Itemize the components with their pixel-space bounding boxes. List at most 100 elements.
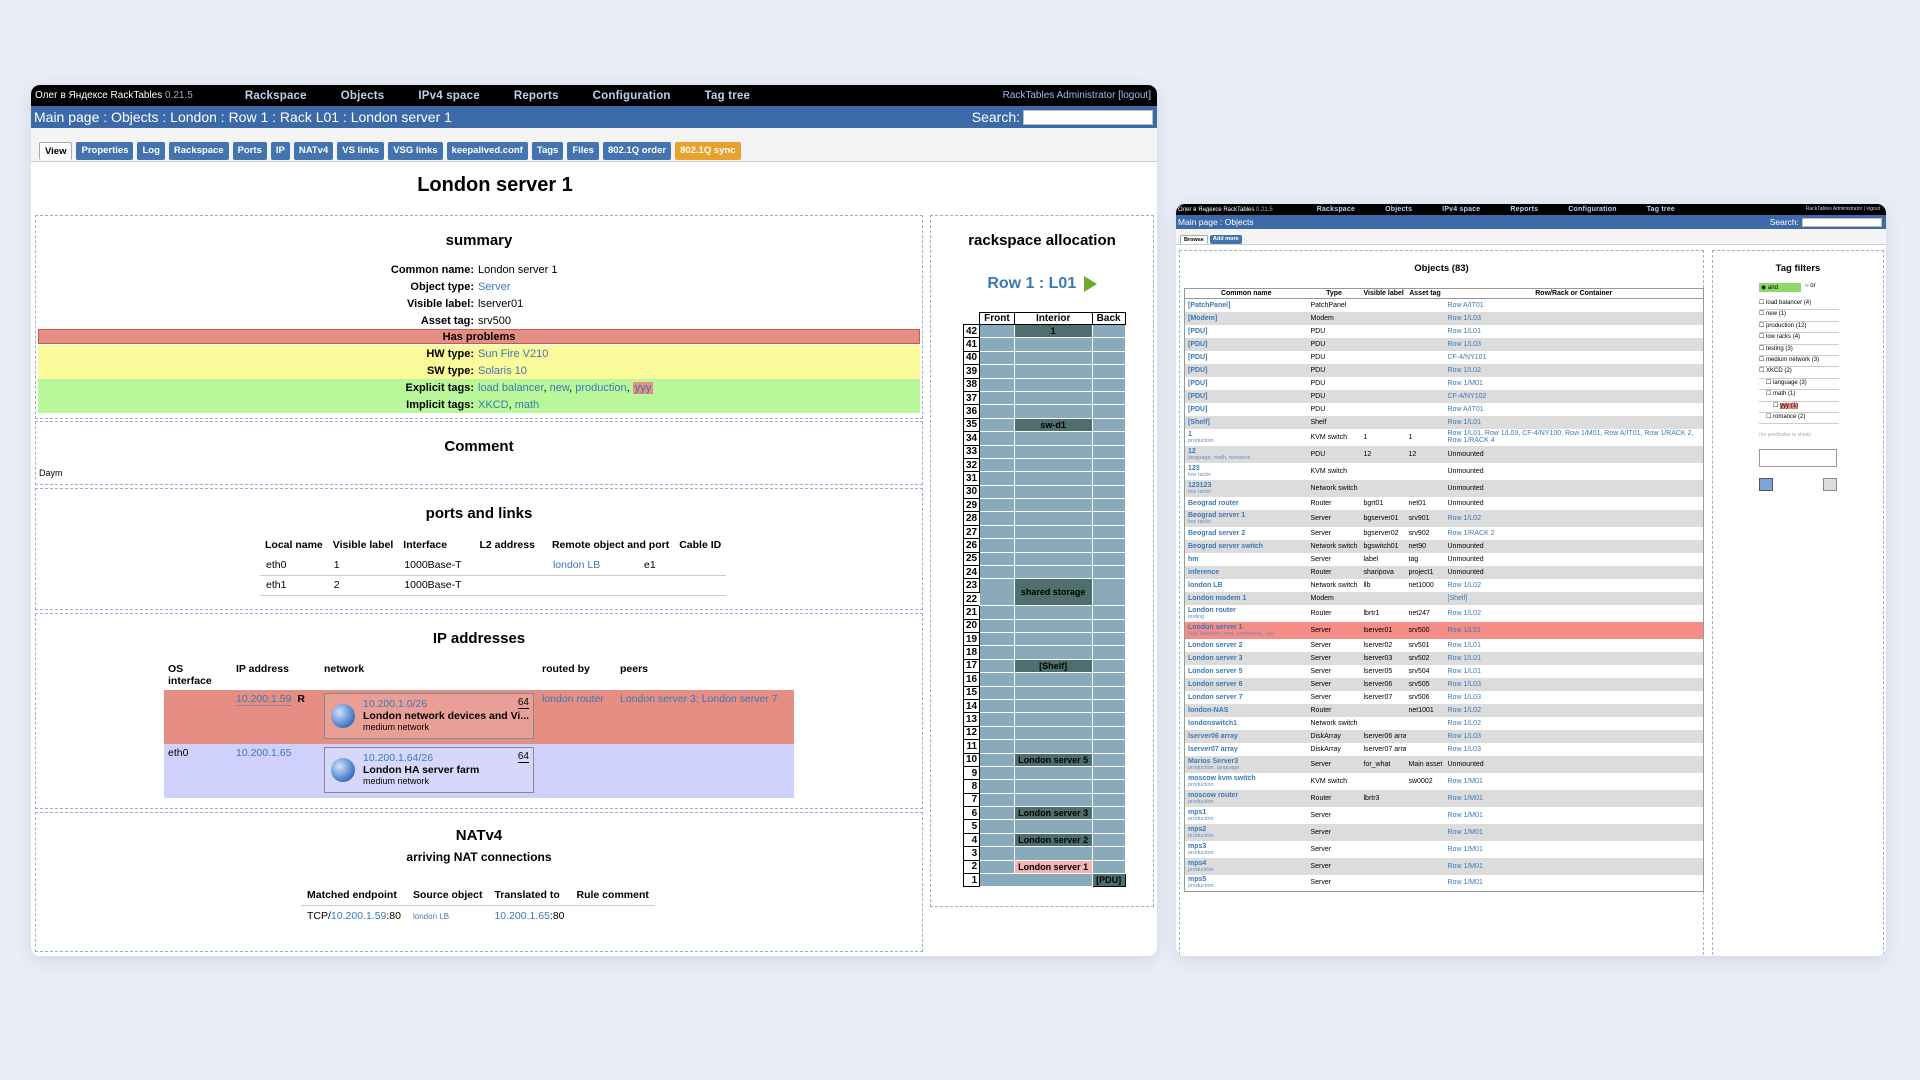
checkbox-icon[interactable]: ☐	[1773, 402, 1781, 409]
object-link[interactable]: London server 7	[1188, 693, 1243, 701]
rack-link[interactable]: Row 1/L02	[1447, 581, 1481, 589]
rack-device-pdu[interactable]: [PDU]	[1091, 873, 1126, 888]
rack-device[interactable]: London server 2	[1013, 832, 1093, 848]
object-link[interactable]: London server 1	[1188, 623, 1243, 631]
tab-ip[interactable]: IP	[270, 142, 290, 160]
breadcrumb-text[interactable]: Main page : Objects : London : Row 1 : R…	[34, 109, 452, 125]
rack-link[interactable]: Row 1/L01	[1447, 626, 1481, 634]
object-link[interactable]: mps3	[1188, 842, 1207, 850]
object-row[interactable]: London router testing Router lbrtr1 net247 Ro…	[1184, 604, 1704, 622]
rack-link[interactable]: Row 1/M01	[1447, 379, 1483, 387]
object-row[interactable]: London modem 1 Modem [Shelf]	[1184, 591, 1704, 605]
object-link[interactable]: hm	[1188, 555, 1199, 563]
object-row[interactable]: lserver07 array DiskArray lserver07 array R…	[1184, 742, 1704, 756]
tag-filter-item[interactable]: ☐ math (1)	[1759, 390, 1839, 402]
object-row[interactable]: [PDU] PDU CF-4/NY101	[1184, 350, 1704, 364]
app-brand[interactable]: Олег в Яндексе RackTables 0.21.5	[1178, 206, 1273, 213]
nat-source-link[interactable]: london LB	[413, 911, 450, 921]
object-row[interactable]: [PDU] PDU Row A/IT01	[1184, 402, 1704, 416]
object-row[interactable]: London server 7 Server lserver07 srv506 Row …	[1184, 690, 1704, 704]
object-link[interactable]: [Shelf]	[1188, 418, 1210, 426]
rack-link[interactable]: Row 1/L01, Row 1/L03, CF-4/NY100, Row 1/…	[1447, 430, 1694, 444]
tab-keepalived[interactable]: keepalived.conf	[446, 142, 528, 160]
object-link[interactable]: London server 2	[1188, 641, 1243, 649]
peers-link[interactable]: London server 3; London server 7	[620, 693, 778, 705]
object-row[interactable]: 1 production KVM switch 1 1 Row 1/L01, Row 1/…	[1184, 428, 1704, 446]
rack-link[interactable]: L01	[1048, 275, 1077, 292]
tab-tags[interactable]: Tags	[531, 142, 564, 160]
object-type-link[interactable]: Server	[478, 281, 511, 293]
tab-natv4[interactable]: NATv4	[293, 142, 334, 160]
object-row[interactable]: mps4 production Server Row 1/M01	[1184, 857, 1704, 875]
object-row[interactable]: London server 5 Server lserver05 srv504 Row …	[1184, 664, 1704, 678]
reset-filter-icon[interactable]	[1823, 478, 1837, 491]
menu-objects[interactable]: Objects	[1385, 206, 1413, 213]
checkbox-icon[interactable]: ☐	[1766, 391, 1774, 398]
rack-link[interactable]: Row 1/L01	[1447, 641, 1481, 649]
tag-new[interactable]: new	[549, 381, 570, 394]
object-link[interactable]: [PDU]	[1188, 340, 1208, 348]
object-row[interactable]: [PatchPanel] PatchPanel Row A/IT01	[1184, 298, 1704, 312]
tag-filter-item[interactable]: ☐ medium network (3)	[1759, 356, 1839, 368]
object-link[interactable]: moscow router	[1188, 791, 1239, 799]
object-link[interactable]: [PDU]	[1188, 366, 1208, 374]
object-link[interactable]: [Modem]	[1188, 314, 1218, 322]
object-link[interactable]: [PDU]	[1188, 353, 1208, 361]
rack-link[interactable]: Row 1/RACK 2	[1447, 529, 1495, 537]
object-link[interactable]: Beograd router	[1188, 499, 1239, 507]
object-row[interactable]: 123 low racks KVM switch Unmounted	[1184, 462, 1704, 480]
tab-log[interactable]: Log	[137, 142, 165, 160]
tag-filter-item[interactable]: ☐ ууу (1)	[1759, 402, 1839, 413]
rack-link[interactable]: Row 1/L02	[1447, 366, 1481, 374]
checkbox-icon[interactable]: ☐	[1759, 322, 1767, 329]
checkbox-icon[interactable]: ☐	[1759, 356, 1767, 363]
object-row[interactable]: inference Router sharipova project1 Unmounte…	[1184, 565, 1704, 579]
object-link[interactable]: [PDU]	[1188, 327, 1208, 335]
search-input[interactable]	[1802, 217, 1882, 227]
admin-user-link[interactable]: RackTables Administrator	[1002, 90, 1116, 101]
tab-browse[interactable]: Browse	[1180, 235, 1208, 244]
object-row[interactable]: Beograd server 1 low racks Server bgserver0…	[1184, 509, 1704, 527]
object-link[interactable]: [PDU]	[1188, 379, 1208, 387]
tag-filter-item[interactable]: ☐ romance (2)	[1759, 413, 1839, 425]
rack-link[interactable]: Row 1/M01	[1447, 879, 1483, 887]
checkbox-icon[interactable]: ☐	[1759, 334, 1767, 341]
tab-ports[interactable]: Ports	[232, 142, 267, 160]
rack-link[interactable]: Row 1/M01	[1447, 777, 1483, 785]
rack-link[interactable]: Row 1/L01	[1447, 654, 1481, 662]
menu-objects[interactable]: Objects	[340, 89, 385, 102]
nat-endpoint-link[interactable]: 10.200.1.59	[330, 909, 387, 922]
object-link[interactable]: 123123	[1188, 481, 1212, 489]
filter-textarea[interactable]	[1759, 449, 1837, 467]
menu-reports[interactable]: Reports	[1510, 206, 1539, 213]
rack-link[interactable]: Row 1/L03	[1447, 314, 1481, 322]
object-link[interactable]: mps2	[1188, 825, 1207, 833]
object-link[interactable]: lserver06 array	[1188, 732, 1238, 740]
object-row[interactable]: London server 6 Server lserver06 srv505 Row …	[1184, 677, 1704, 691]
object-link[interactable]: mps4	[1188, 859, 1207, 867]
object-row[interactable]: 123123 low racks Network switch Unmounted	[1184, 479, 1704, 497]
tag-math[interactable]: math	[514, 398, 540, 411]
object-link[interactable]: london-NAS	[1188, 706, 1229, 714]
rack-link[interactable]: Row 1/M01	[1447, 862, 1483, 870]
tag-load-balancer[interactable]: load balancer	[478, 381, 544, 394]
rack-device[interactable]: shared storage	[1013, 578, 1093, 607]
object-row[interactable]: hm Server label tag Unmounted	[1184, 552, 1704, 566]
menu-reports[interactable]: Reports	[513, 89, 559, 102]
object-row[interactable]: London server 3 Server lserver03 srv502 Row …	[1184, 651, 1704, 665]
object-link[interactable]: Beograd server 1	[1188, 511, 1246, 519]
tag-filter-item[interactable]: ☐ load balancer (4)	[1759, 299, 1839, 311]
rack-device[interactable]: London server 3	[1013, 806, 1093, 821]
tag-filter-item[interactable]: ☐ XKCD (2)	[1759, 367, 1839, 379]
menu-ipv4-space[interactable]: IPv4 space	[1442, 206, 1481, 213]
and-radio[interactable]: ◉ and	[1759, 283, 1801, 292]
object-row[interactable]: [Modem] Modem Row 1/L03	[1184, 311, 1704, 325]
search-input[interactable]	[1023, 109, 1153, 125]
object-row[interactable]: London server 2 Server lserver02 srv501 Row …	[1184, 638, 1704, 652]
rack-device[interactable]: 1	[1013, 323, 1093, 339]
object-link[interactable]: London server 5	[1188, 667, 1243, 675]
rack-link[interactable]: Row 1/L01	[1447, 418, 1481, 426]
object-link[interactable]: London server 3	[1188, 654, 1243, 662]
object-row[interactable]: [PDU] PDU Row 1/L01	[1184, 324, 1704, 338]
tag-filter-item[interactable]: ☐ low racks (4)	[1759, 333, 1839, 345]
